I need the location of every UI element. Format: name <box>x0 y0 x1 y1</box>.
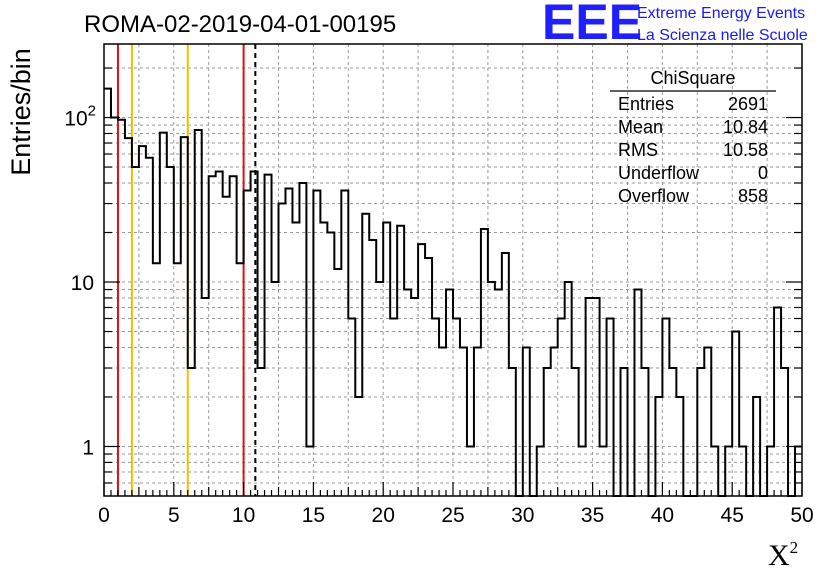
stats-row-label: Overflow <box>618 186 690 206</box>
y-tick-label-base: 10 <box>64 108 87 131</box>
stats-row-value: 0 <box>758 163 768 183</box>
y-axis-title: Entries/bin <box>6 48 36 176</box>
x-axis-title-base: X <box>768 539 790 572</box>
y-tick-label: 102 <box>64 103 96 131</box>
stats-row-label: Underflow <box>618 163 700 183</box>
eee-logo-mark: EEE <box>542 0 642 50</box>
eee-logo-line2: La Scienza nelle Scuole <box>637 27 808 44</box>
y-tick-label: 10 <box>71 272 94 295</box>
marker-lines <box>116 44 257 496</box>
x-tick-label: 10 <box>232 504 255 527</box>
x-tick-label: 35 <box>581 504 604 527</box>
x-tick-label: 15 <box>302 504 325 527</box>
run-title: ROMA-02-2019-04-01-00195 <box>84 11 396 38</box>
x-tick-label: 30 <box>511 504 534 527</box>
stats-rows: Entries 2691 Mean 10.84 RMS 10.58 Underflow 0 Ov… <box>618 94 768 206</box>
x-tick-label: 50 <box>790 504 813 527</box>
stats-row-value: 10.84 <box>723 117 768 137</box>
x-tick-label: 0 <box>98 504 110 527</box>
grid-lines <box>104 44 802 496</box>
histogram-bars <box>104 87 802 497</box>
stats-row-label: RMS <box>618 140 658 160</box>
stats-row-value: 858 <box>738 186 768 206</box>
stats-row-value: 2691 <box>728 94 768 114</box>
stats-title: ChiSquare <box>650 68 735 88</box>
x-tick-label: 40 <box>651 504 674 527</box>
stats-box: ChiSquare Entries 2691 Mean 10.84 RMS 10.58 Un… <box>610 68 776 206</box>
stats-row-value: 10.58 <box>723 140 768 160</box>
histogram-outline <box>104 87 802 497</box>
x-tick-label: 20 <box>372 504 395 527</box>
eee-logo: EEE Extreme Energy Events La Scienza nel… <box>542 0 808 50</box>
stats-row-label: Entries <box>618 94 674 114</box>
x-axis-title: X2 <box>768 538 798 572</box>
axis-ticks <box>103 67 803 496</box>
y-tick-label-exponent: 2 <box>88 103 96 120</box>
x-axis-title-superscript: 2 <box>790 538 799 557</box>
x-tick-label: 25 <box>441 504 464 527</box>
y-tick-label: 1 <box>82 436 94 459</box>
x-tick-label: 45 <box>721 504 744 527</box>
stats-row-label: Mean <box>618 117 663 137</box>
x-tick-label: 5 <box>168 504 180 527</box>
eee-logo-line1: Extreme Energy Events <box>637 5 805 22</box>
